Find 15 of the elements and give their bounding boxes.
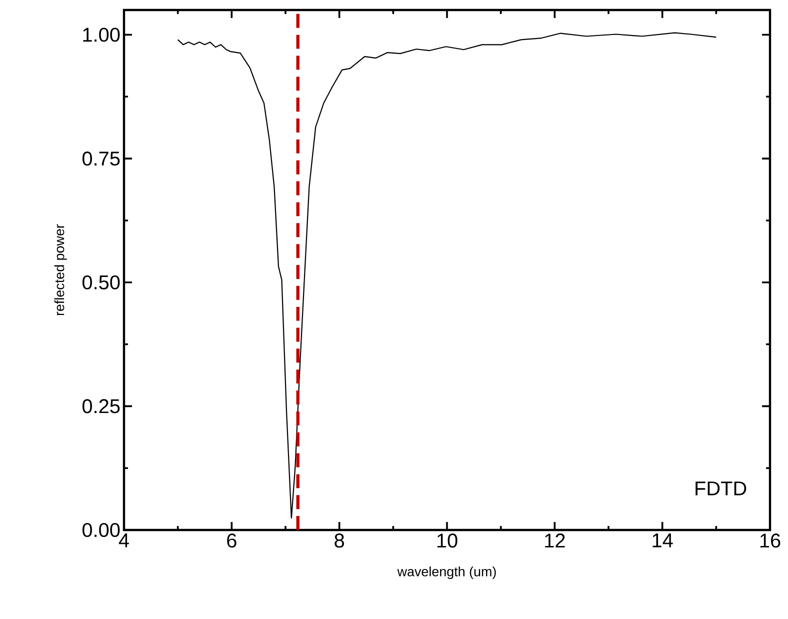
x-tick-label: 4 bbox=[118, 534, 129, 548]
x-tick-label: 16 bbox=[760, 534, 780, 548]
y-axis-title: reflected power bbox=[54, 224, 67, 316]
x-axis-title: wavelength (um) bbox=[397, 566, 496, 580]
annotation: FDTD bbox=[696, 482, 746, 496]
y-tick-label: 0.50 bbox=[82, 275, 120, 290]
y-tick-label: 0.75 bbox=[82, 152, 120, 166]
x-tick-label: 10 bbox=[437, 534, 458, 548]
y-tick-label: 0.25 bbox=[82, 399, 120, 414]
x-tick-label: 8 bbox=[334, 534, 344, 548]
x-tick-label: 14 bbox=[652, 534, 673, 548]
y-tick-label: 1.00 bbox=[83, 28, 120, 42]
y-tick-label: 0.00 bbox=[82, 522, 120, 538]
x-tick-label: 12 bbox=[545, 534, 565, 548]
x-tick-label: 6 bbox=[227, 534, 236, 548]
